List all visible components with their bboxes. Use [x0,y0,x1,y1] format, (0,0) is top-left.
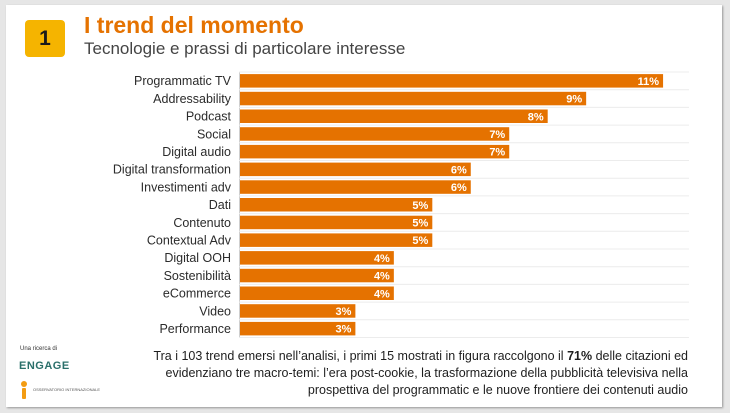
category-label: Performance [159,322,231,336]
credit-label: Una ricerca di [20,346,58,352]
summary-note: Tra i 103 trend emersi nell’analisi, i p… [132,348,688,399]
category-label: Social [197,127,231,141]
bar [240,198,433,212]
bar-chart: 11% 9% 8% 7% 7% 6% 6% 5% 5% 5% 4% 4% 4% 3% 3% Programm… [113,71,689,338]
category-label: Programmatic TV [134,74,232,88]
bar-value-label: 7% [489,147,505,159]
slide: 1 I trend del momento Tecnologie e prass… [6,5,722,407]
category-label: Sostenibilità [164,269,231,283]
bar-value-label: 6% [451,164,467,176]
bar-value-label: 9% [566,94,582,106]
bar-value-label: 3% [335,306,351,318]
bar [240,144,510,159]
bar-value-label: 5% [412,235,428,247]
note-text-1: Tra i 103 trend emersi nell’analisi, i p… [153,349,568,363]
bar-value-label: 4% [374,253,390,265]
bar-value-label: 5% [412,217,428,229]
engage-logo: ENGAGE [19,360,70,372]
bar [240,180,471,194]
bars-group: 11% 9% 8% 7% 7% 6% 6% 5% 5% 5% 4% 4% 4% 3% 3% [240,74,664,336]
gridlines [239,71,689,338]
bar-value-label: 5% [412,200,428,212]
bar-value-label: 4% [374,288,390,300]
bar [240,321,356,336]
category-label: Contenuto [173,216,231,230]
bar [240,233,433,247]
bar [240,74,664,88]
note-highlight: 71% [567,349,593,363]
page-subtitle: Tecnologie e prassi di particolare inter… [84,39,406,58]
bar [240,215,433,230]
logo-subtitle: OSSERVATORIO INTERNAZIONALE [33,387,101,392]
category-label: Dati [209,198,231,212]
bar-value-label: 6% [451,182,467,194]
bar-value-label: 7% [489,129,505,141]
bar [240,286,394,300]
engage-figure-icon [21,381,27,399]
bar-value-label: 4% [374,271,390,283]
bar [240,162,471,177]
note-text-2: delle citazioni ed evidenziano tre macro… [165,349,688,397]
bar [240,251,394,265]
bar [240,109,548,123]
category-label: eCommerce [163,287,231,301]
bar-value-label: 11% [638,76,660,88]
category-label: Addressability [153,92,232,106]
bar [240,127,510,141]
bar-value-label: 3% [335,324,351,336]
bar-value-label: 8% [528,111,544,123]
category-label: Digital OOH [164,251,231,265]
category-label: Investimenti adv [141,180,232,194]
category-label: Video [199,304,231,318]
bar [240,91,587,106]
category-label: Contextual Adv [147,233,232,247]
category-label: Digital audio [162,145,231,159]
category-label: Digital transformation [113,163,231,177]
bar [240,268,394,283]
slide-number-badge: 1 [25,20,65,57]
category-label: Podcast [186,110,232,124]
bar [240,304,356,318]
page-title: I trend del momento [84,12,304,38]
